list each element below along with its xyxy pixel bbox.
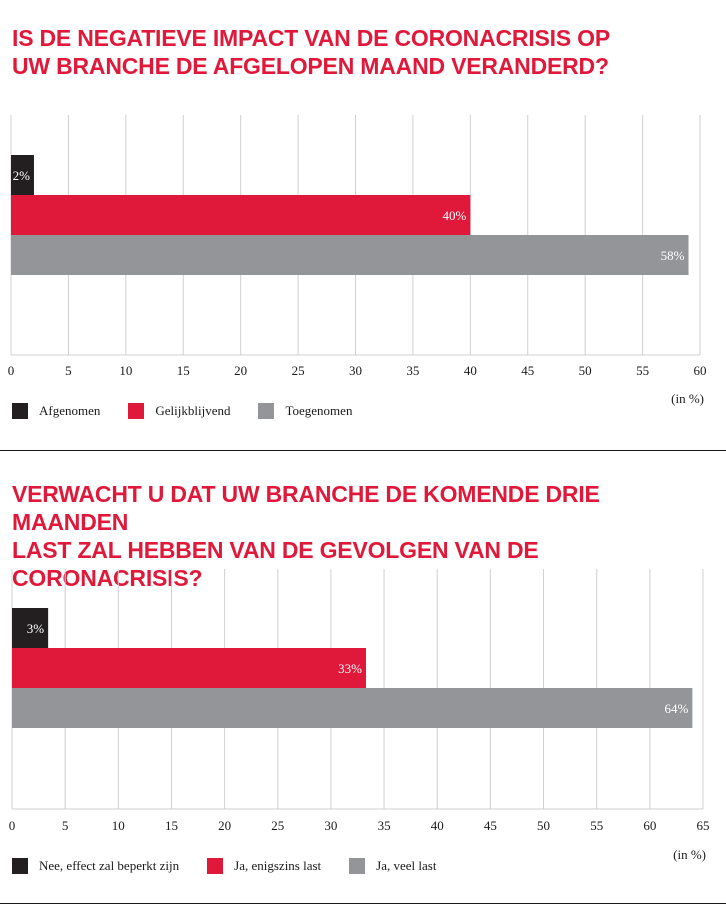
bar-chart: 0 5 10 15 20 25 30 35 40 45 50 55 60 65 3% 33% 64% [9,569,710,833]
chart-title: VERWACHT U DAT UW BRANCHE DE KOMENDE DRI… [12,481,600,591]
x-tick-label: 20 [218,818,231,833]
bar [12,688,693,728]
bar-chart: 0 5 10 15 20 25 30 35 40 45 50 55 60 2% 40% 58% [8,115,707,378]
bar [12,648,367,688]
x-tick-label: 55 [590,818,603,833]
bar-data-label: 33% [338,661,362,676]
bar-data-label: 58% [661,248,685,263]
legend-swatch [258,403,275,419]
legend-swatch [12,858,28,874]
bar [11,235,689,275]
legend-item: Ja, veel last [349,858,436,874]
bar [11,195,471,235]
legend: Nee, effect zal beperkt zijn Ja, enigszi… [12,858,464,874]
x-tick-label: 45 [484,818,497,833]
section-divider [0,903,726,904]
x-tick-label: 20 [234,363,247,378]
x-tick-label: 5 [62,818,69,833]
bar-data-label: 2% [13,168,31,183]
x-tick-label: 55 [636,363,649,378]
legend-item: Toegenomen [258,403,352,419]
x-tick-label: 60 [694,363,707,378]
chart-panel-1: IS DE NEGATIEVE IMPACT VAN DE CORONACRIS… [0,0,726,450]
x-tick-label: 50 [579,363,592,378]
legend-swatch [128,403,145,419]
bar-data-label: 3% [27,621,45,636]
x-tick-label: 60 [643,818,656,833]
legend-label: Toegenomen [285,403,353,418]
x-tick-label: 30 [324,818,337,833]
bar-data-label: 40% [442,208,466,223]
x-tick-label: 5 [65,363,72,378]
unit-label: (in %) [673,847,706,862]
chart-title: IS DE NEGATIEVE IMPACT VAN DE CORONACRIS… [12,25,611,79]
x-tick-label: 25 [271,818,284,833]
legend-swatch [207,858,224,874]
bar [12,608,49,648]
x-tick-label: 50 [537,818,550,833]
legend-item: Nee, effect zal beperkt zijn [12,858,179,874]
x-tick-label: 35 [406,363,419,378]
x-tick-label: 40 [464,363,477,378]
legend-item: Afgenomen [12,403,100,419]
x-tick-label: 15 [165,818,178,833]
chart-panel-2: VERWACHT U DAT UW BRANCHE DE KOMENDE DRI… [0,452,726,904]
legend-item: Gelijkblijvend [128,403,230,419]
legend-label: Afgenomen [39,403,101,418]
x-tick-label: 0 [8,363,15,378]
legend-label: Ja, veel last [376,858,437,873]
x-tick-label: 15 [177,363,190,378]
x-tick-label: 40 [431,818,444,833]
x-tick-label: 65 [697,818,710,833]
section-divider [0,450,726,451]
legend-item: Ja, enigszins last [207,858,321,874]
unit-label: (in %) [671,391,704,406]
bar [11,155,34,195]
x-tick-label: 0 [9,818,16,833]
bar-data-label: 64% [665,701,689,716]
legend-swatch [12,403,28,419]
x-tick-label: 30 [349,363,362,378]
x-tick-label: 10 [112,818,125,833]
legend-label: Nee, effect zal beperkt zijn [39,858,180,873]
x-tick-label: 35 [378,818,391,833]
legend-swatch [349,858,366,874]
legend-label: Ja, enigszins last [234,858,322,873]
legend: Afgenomen Gelijkblijvend Toegenomen [12,403,380,419]
x-tick-label: 25 [292,363,305,378]
x-tick-label: 45 [521,363,534,378]
x-tick-label: 10 [119,363,132,378]
legend-label: Gelijkblijvend [155,403,231,418]
